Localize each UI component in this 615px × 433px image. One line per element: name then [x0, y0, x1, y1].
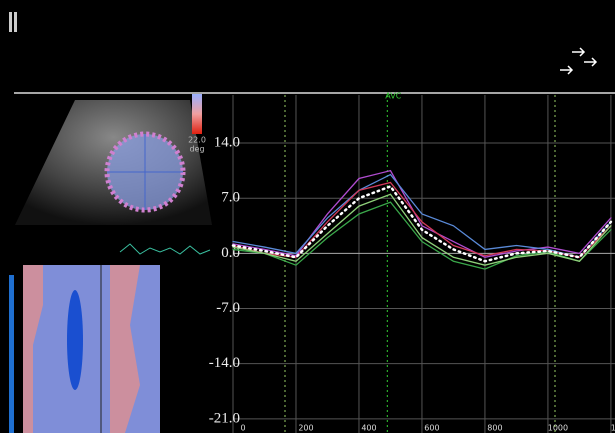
x-tick-label: 600 — [424, 424, 439, 433]
x-tick-label: 1200 — [611, 424, 615, 433]
color-bar — [192, 94, 202, 134]
x-tick-label: 0 — [240, 424, 245, 433]
y-tick-label: -14.0 — [209, 355, 240, 371]
y-tick-label: -7.0 — [216, 300, 240, 316]
color-bar-label: 22.0 — [188, 136, 206, 145]
pause-icon[interactable] — [14, 12, 17, 32]
y-tick-label: 14.0 — [214, 134, 240, 150]
x-tick-label: 1000 — [548, 424, 568, 433]
screen: 22.0 deg 02004006008001000120014.07.00.0… — [0, 0, 615, 433]
page: {"chart_data": {"type": "line", "x": [0,… — [0, 0, 615, 433]
mmode-blob — [67, 290, 83, 390]
mmode-panel — [23, 265, 160, 433]
annotation: AVC — [385, 92, 401, 101]
y-tick-label: 7.0 — [221, 190, 240, 206]
y-tick-label: -21.0 — [209, 410, 240, 426]
x-tick-label: 400 — [361, 424, 376, 433]
pause-icon[interactable] — [9, 12, 12, 32]
x-tick-label: 200 — [298, 424, 313, 433]
color-bar-unit: deg — [189, 145, 204, 154]
x-tick-label: 800 — [487, 424, 502, 433]
scroll-bar[interactable] — [9, 275, 14, 433]
